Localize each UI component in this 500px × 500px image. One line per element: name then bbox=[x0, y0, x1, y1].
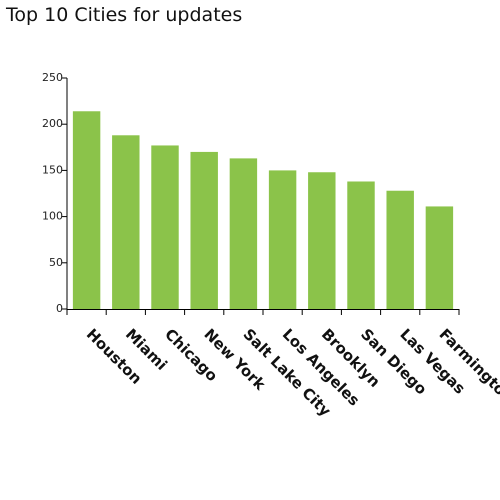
bar bbox=[347, 181, 375, 309]
bars bbox=[72, 111, 454, 309]
y-tick-label: 50 bbox=[49, 256, 63, 269]
bar bbox=[386, 190, 414, 309]
y-tick-label: 150 bbox=[42, 163, 63, 176]
bar bbox=[268, 170, 297, 309]
y-axis: 0 50 100 150 200 250 bbox=[42, 71, 68, 315]
y-tick-label: 100 bbox=[42, 210, 63, 223]
bar bbox=[72, 111, 101, 309]
bar bbox=[425, 206, 454, 309]
bar bbox=[229, 158, 258, 309]
bar bbox=[190, 151, 218, 309]
bar bbox=[308, 172, 336, 309]
y-tick-label: 0 bbox=[56, 302, 63, 315]
y-tick-label: 200 bbox=[42, 117, 63, 130]
bar bbox=[151, 145, 179, 309]
bar bbox=[112, 135, 140, 309]
y-tick-label: 250 bbox=[42, 71, 63, 84]
chart-title: Top 10 Cities for updates bbox=[6, 4, 243, 26]
